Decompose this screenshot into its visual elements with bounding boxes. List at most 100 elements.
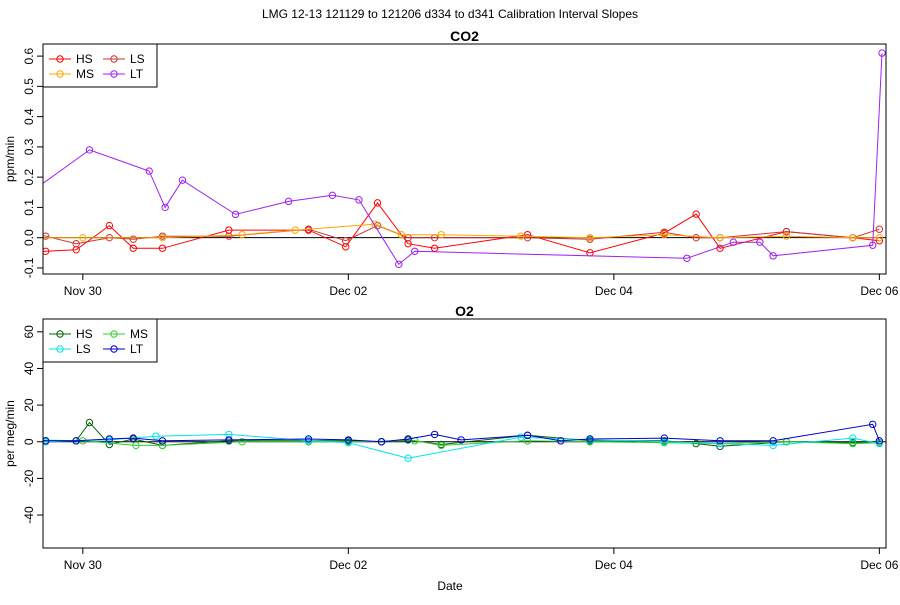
- o2-series-lt-line: [43, 423, 880, 443]
- o2-series-lt-point: [869, 420, 877, 429]
- co2-series-lt-point: [683, 254, 691, 262]
- co2-legend-lt-marker: [110, 70, 118, 78]
- co2-legend-ms-marker: [56, 70, 64, 78]
- co2-y-tick-label: 0.1: [22, 199, 36, 216]
- co2-series-hs-point: [129, 244, 137, 252]
- co2-plot-area: [11, 49, 886, 269]
- co2-series-hs-point: [373, 199, 382, 207]
- co2-series-hs-point: [43, 247, 50, 256]
- co2-series-ms-point: [371, 220, 379, 228]
- co2-series-lt-point: [231, 210, 240, 219]
- co2-series-ms-point: [586, 233, 594, 242]
- co2-panel: CO2 ppm/min Nov 30 Dec 02 Dec 04 Dec 06 -0.1 0.…: [3, 28, 899, 298]
- o2-series-lt-point: [716, 437, 724, 445]
- co2-series-lt-point: [328, 191, 337, 200]
- co2-legend-hs-label: HS: [76, 52, 93, 66]
- co2-series-lt-point: [411, 247, 419, 256]
- o2-title: O2: [455, 303, 474, 319]
- co2-series-ls-point: [341, 237, 350, 245]
- co2-legend-lt-label: LT: [130, 67, 144, 81]
- co2-series-ms-point: [875, 233, 884, 242]
- co2-series-ms-point: [437, 230, 445, 239]
- co2-series-lt-point: [145, 167, 153, 175]
- co2-x-tick-label: Dec 06: [860, 284, 898, 298]
- x-axis-label: Date: [437, 579, 463, 593]
- o2-series-lt-point: [225, 436, 233, 444]
- o2-series-ms-point: [238, 438, 246, 446]
- o2-series-ls-point: [225, 430, 233, 439]
- co2-series-ls-point: [523, 233, 532, 242]
- co2-y-axis-label: ppm/min: [3, 136, 17, 182]
- o2-series-ms-point: [132, 441, 140, 450]
- o2-series-lt-point: [769, 437, 777, 445]
- o2-series-lt-point: [457, 436, 465, 444]
- co2-y-tick-label: 0.5: [22, 78, 36, 95]
- co2-series-lt-point: [395, 260, 403, 269]
- o2-series-lt-point: [158, 437, 167, 445]
- o2-series-lt-point: [377, 438, 386, 446]
- o2-legend: HS MS LS LT: [42, 318, 158, 363]
- o2-legend-lt-marker: [110, 345, 118, 353]
- co2-series-ls-point: [129, 235, 137, 243]
- o2-series-ms-point: [437, 441, 445, 450]
- o2-series-ls-point: [404, 454, 412, 462]
- o2-legend-ls-marker: [56, 345, 64, 353]
- co2-series-ms-line: [43, 223, 880, 239]
- co2-series-lt-point: [355, 196, 363, 204]
- co2-legend-ls-marker: [110, 55, 118, 63]
- o2-series-lt-point: [430, 430, 439, 439]
- co2-series-lt-point: [769, 252, 777, 260]
- co2-series-ls-point: [660, 228, 668, 236]
- o2-series-hs-point: [105, 440, 114, 449]
- co2-series-ls-point: [225, 232, 233, 240]
- co2-series-lt-point: [878, 49, 886, 57]
- o2-series-lt-point: [105, 435, 114, 443]
- co2-series-ls-point: [72, 240, 80, 248]
- o2-x-tick-label: Dec 06: [860, 558, 898, 572]
- o2-series-ls-point: [769, 441, 777, 450]
- co2-series-ls-point: [11, 227, 17, 233]
- co2-plot-frame: [42, 43, 887, 275]
- co2-y-tick-label: 0.2: [22, 168, 36, 185]
- o2-plot-area: [43, 418, 886, 462]
- o2-panel: O2 per meg/min Nov 30 Dec 02 Dec 04 Dec 06 -40…: [3, 303, 899, 572]
- co2-legend-box: [42, 43, 158, 88]
- o2-series-lt-point: [404, 435, 412, 443]
- o2-y-tick-label: -20: [22, 469, 36, 487]
- o2-y-tick-label: 20: [22, 398, 36, 412]
- o2-y-tick-label: -40: [22, 506, 36, 524]
- co2-series-ms-point: [849, 233, 857, 242]
- o2-x-tick-label: Dec 02: [329, 558, 367, 572]
- co2-series-ms-point: [782, 232, 791, 240]
- co2-legend-ms-label: MS: [76, 67, 94, 81]
- o2-y-tick-label: 40: [22, 361, 36, 375]
- co2-series-lt-point: [85, 146, 94, 154]
- o2-series-lt-point: [875, 437, 884, 445]
- co2-title: CO2: [450, 28, 479, 44]
- o2-series-ls-line: [43, 433, 880, 459]
- co2-y-tick-label: 0.0: [22, 229, 36, 246]
- co2-series-hs-point: [105, 221, 114, 230]
- o2-x-tick-label: Dec 04: [595, 558, 633, 572]
- co2-series-lt-point: [27, 190, 33, 196]
- o2-series-lt-point: [586, 435, 594, 443]
- co2-series-ls-point: [692, 233, 700, 242]
- o2-legend-ms-label: MS: [130, 327, 148, 341]
- co2-series-lt-point: [284, 197, 293, 206]
- figure-title: LMG 12-13 121129 to 121206 d334 to d341 …: [262, 7, 638, 21]
- co2-y-tick-label: -0.1: [22, 257, 36, 278]
- co2-series-hs-point: [27, 249, 33, 255]
- co2-series-lt-point: [729, 238, 738, 246]
- o2-series-lt-point: [523, 431, 532, 440]
- co2-series-lt-point: [161, 203, 169, 212]
- co2-series-hs-point: [158, 244, 167, 252]
- co2-series-hs-point: [11, 219, 17, 225]
- co2-series-ms-point: [158, 233, 167, 242]
- o2-series-lt-point: [557, 437, 565, 445]
- co2-series-hs-line: [43, 202, 880, 254]
- o2-y-axis-label: per meg/min: [3, 400, 17, 467]
- o2-series-ms-line: [43, 439, 880, 446]
- o2-series-lt-point: [344, 436, 353, 444]
- co2-y-tick-label: 0.4: [22, 108, 36, 125]
